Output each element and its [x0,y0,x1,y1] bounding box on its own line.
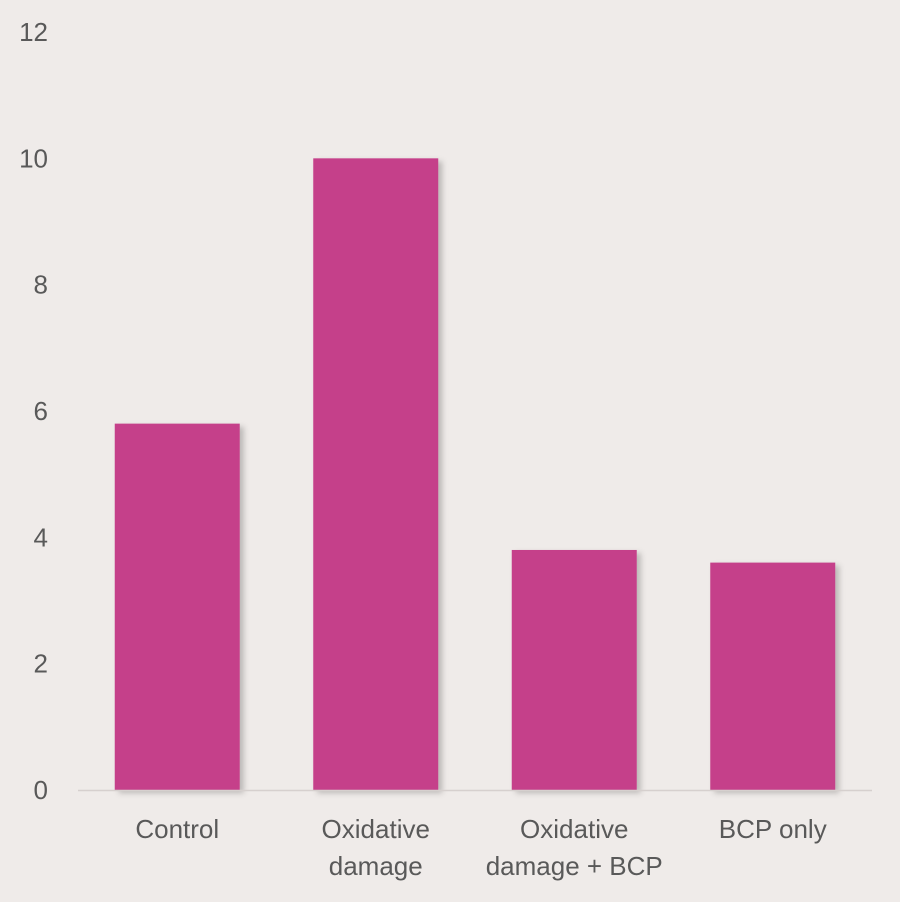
x-category-label-line: Oxidative [322,814,430,844]
y-tick-label: 8 [34,270,48,300]
x-category-label-line: damage [329,851,423,881]
x-category-label: Oxidative damage [322,814,430,881]
bar [710,562,836,790]
y-tick-label: 2 [34,649,48,679]
x-category-label-line: Oxidative [520,814,628,844]
x-category-label-line: damage + BCP [486,851,663,881]
x-axis-labels: Control Oxidative damage Oxidative damage + … [135,814,826,881]
y-axis-ticks: 0 2 4 6 8 10 12 [19,17,48,805]
y-tick-label: 0 [34,775,48,805]
y-tick-label: 10 [19,143,48,173]
y-tick-label: 6 [34,396,48,426]
x-category-label: BCP only [719,814,827,844]
x-category-label: Control [135,814,219,844]
bar [511,549,637,790]
bar [313,158,439,791]
x-category-label: Oxidative damage + BCP [486,814,663,881]
y-tick-label: 4 [34,522,48,552]
bar [114,423,240,790]
x-category-label-line: BCP only [719,814,827,844]
x-category-label-line: Control [135,814,219,844]
bars-group [114,158,836,791]
y-tick-label: 12 [19,17,48,47]
